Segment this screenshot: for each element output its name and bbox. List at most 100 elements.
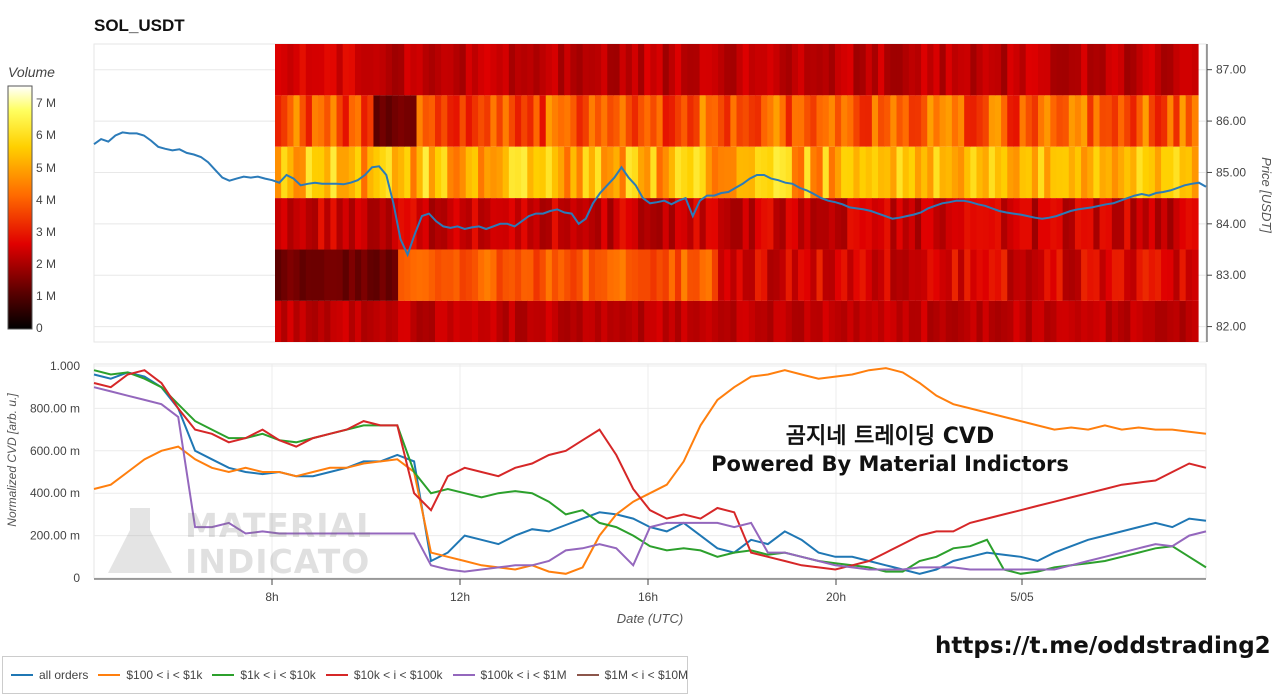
heatmap-cell	[828, 249, 836, 301]
heatmap-cell	[1173, 300, 1181, 342]
heatmap-cell	[1044, 146, 1051, 199]
cvd-series-line	[93, 386, 1207, 573]
heatmap-cell	[1118, 44, 1125, 96]
heatmap-cell	[1136, 249, 1144, 301]
heatmap-cell	[1148, 95, 1156, 147]
legend-item-10k-100k[interactable]: $10k < i < $100k	[325, 668, 443, 682]
heatmap-cell	[1019, 249, 1027, 301]
heatmap-cell	[810, 44, 818, 96]
heatmap-cell	[588, 95, 596, 147]
heatmap-cell	[656, 300, 664, 342]
heatmap-cell	[988, 95, 996, 147]
heatmap-cell	[1124, 146, 1131, 199]
heatmap-cell	[398, 146, 405, 199]
heatmap-cell	[1185, 249, 1193, 301]
heatmap-cell	[354, 44, 362, 96]
heatmap-cell	[693, 198, 701, 250]
heatmap-cell	[588, 249, 596, 301]
heatmap-cell	[1099, 300, 1107, 342]
legend-item-1m-10m[interactable]: $1M < i < $10M	[576, 668, 688, 682]
heatmap-cell	[810, 249, 818, 301]
heatmap-cell	[453, 146, 461, 199]
colorbar-tick-label: 3 M	[36, 225, 56, 239]
heatmap-cell	[791, 44, 799, 96]
heatmap-cell	[994, 198, 1002, 250]
heatmap-cell	[711, 146, 719, 199]
heatmap-cell	[1081, 44, 1088, 96]
heatmap-cell	[730, 198, 738, 250]
heatmap-cell	[1025, 300, 1033, 342]
heatmap-cell	[933, 146, 941, 199]
heatmap-cell	[1161, 95, 1168, 147]
heatmap-cell	[736, 146, 744, 199]
price-line	[93, 131, 1207, 258]
heatmap-cell	[1111, 198, 1119, 250]
heatmap-cell	[404, 95, 411, 147]
heatmap-cell	[1031, 300, 1039, 342]
heatmap-cell	[1099, 198, 1107, 250]
heatmap-cell	[958, 300, 965, 342]
heatmap-cell	[459, 300, 467, 342]
heatmap-cell	[724, 249, 731, 301]
heatmap-cell	[976, 95, 984, 147]
heatmap-cell	[551, 95, 559, 147]
heatmap-cell	[945, 300, 953, 342]
heatmap-cell	[828, 95, 836, 147]
telegram-link[interactable]: https://t.me/oddstrading2	[935, 633, 1271, 659]
heatmap-cell	[502, 300, 510, 342]
colorbar-tick-label: 5 M	[36, 161, 56, 175]
heatmap-cell	[281, 146, 288, 199]
price-tick-label: 87.00	[1216, 63, 1246, 77]
heatmap-cell	[533, 249, 541, 301]
heatmap-cell	[853, 44, 861, 96]
heatmap-cell	[619, 44, 627, 96]
heatmap-cell	[834, 44, 842, 96]
heatmap-cell	[994, 300, 1002, 342]
heatmap-cell	[281, 95, 288, 147]
heatmap-cell	[422, 44, 430, 96]
heatmap-cell	[939, 198, 947, 250]
heatmap-cell	[718, 95, 725, 147]
heatmap-cell	[379, 300, 387, 342]
heatmap-cell	[385, 95, 393, 147]
heatmap-cell	[348, 249, 356, 301]
heatmap-cell	[1099, 146, 1107, 199]
heatmap-cell	[779, 249, 787, 301]
heatmap-cell	[1019, 95, 1027, 147]
heatmap-cell	[545, 198, 553, 250]
heatmap-cell	[902, 146, 910, 199]
price-tick-label: 82.00	[1216, 320, 1246, 334]
heatmap-cell	[441, 249, 448, 301]
legend-item-1k-10k[interactable]: $1k < i < $10k	[212, 668, 316, 682]
heatmap-cell	[576, 300, 584, 342]
heatmap-cell	[798, 95, 805, 147]
heatmap-cell	[828, 198, 836, 250]
legend-item-100-1k[interactable]: $100 < i < $1k	[98, 668, 202, 682]
heatmap-cell	[878, 44, 885, 96]
heatmap-cell	[791, 198, 799, 250]
heatmap-cell	[927, 146, 934, 199]
heatmap-cell	[1068, 146, 1076, 199]
heatmap-cell	[982, 95, 990, 147]
heatmap-cell	[305, 249, 313, 301]
heatmap-cell	[730, 300, 738, 342]
heatmap-cell	[324, 95, 331, 147]
heatmap-cell	[1173, 146, 1181, 199]
heatmap-cell	[748, 198, 756, 250]
heatmap-cell	[324, 249, 331, 301]
heatmap-cell	[373, 198, 381, 250]
heatmap-cell	[521, 44, 528, 96]
heatmap-cell	[625, 44, 633, 96]
heatmap-cell	[551, 249, 559, 301]
heatmap-cell	[785, 44, 793, 96]
heatmap-cell	[539, 300, 547, 342]
legend-item-all-orders[interactable]: all orders	[11, 668, 88, 682]
heatmap-cell	[668, 44, 676, 96]
heatmap-cell	[730, 44, 738, 96]
heatmap-cell	[767, 198, 775, 250]
heatmap-cell	[1019, 44, 1027, 96]
heatmap-cell	[601, 44, 608, 96]
heatmap-cell	[945, 249, 953, 301]
heatmap-cell	[281, 198, 288, 250]
legend-item-100k-1m[interactable]: $100k < i < $1M	[452, 668, 567, 682]
